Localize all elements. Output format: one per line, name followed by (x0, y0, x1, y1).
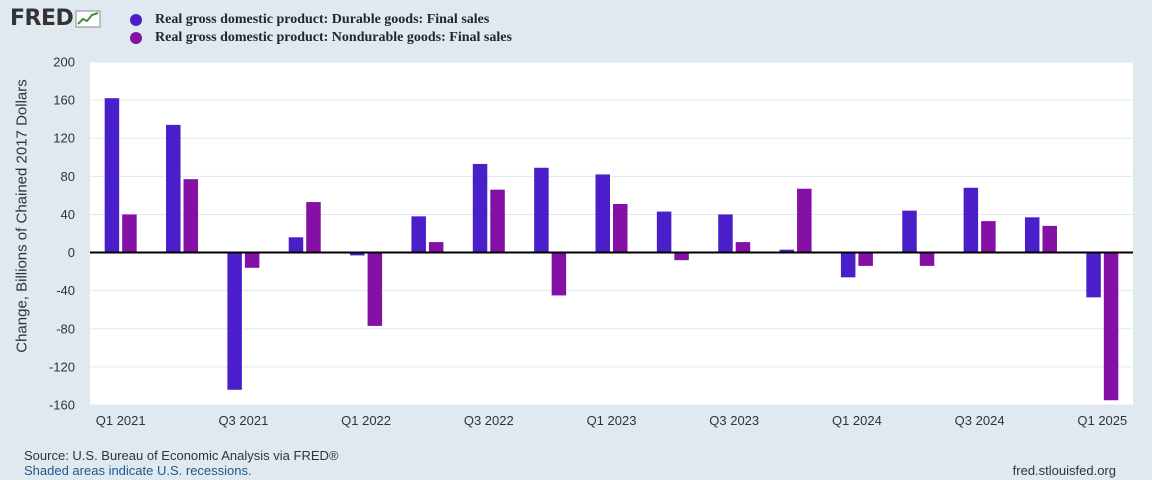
bar-nondurable[interactable] (735, 242, 751, 253)
y-tick-label: 0 (68, 245, 75, 260)
y-tick-labels: 200 160 120 80 40 0 -40 -80 -120 -160 (49, 55, 75, 413)
x-tick-label: Q3 2023 (709, 413, 759, 428)
legend-marker-durable (130, 14, 142, 26)
y-tick-label: -120 (49, 359, 75, 374)
recession-note[interactable]: Shaded areas indicate U.S. recessions. (24, 463, 252, 478)
bar-nondurable[interactable] (1103, 252, 1119, 401)
x-tick-label: Q3 2024 (955, 413, 1005, 428)
bar-nondurable[interactable] (858, 252, 873, 266)
bar-durable[interactable] (1086, 252, 1101, 298)
legend-item-nondurable: Real gross domestic product: Nondurable … (130, 29, 512, 47)
bar-durable[interactable] (534, 167, 549, 253)
x-tick-labels: Q1 2021 Q3 2021 Q1 2022 Q3 2022 Q1 2023 Q3 20… (96, 413, 1128, 428)
bar-chart: 200 160 120 80 40 0 -40 -80 -120 -160 Q1 2021 Q3 2… (49, 55, 1133, 428)
bar-nondurable[interactable] (490, 189, 505, 253)
bar-durable[interactable] (779, 249, 795, 253)
bar-nondurable[interactable] (551, 252, 567, 296)
bar-nondurable[interactable] (613, 203, 628, 253)
bar-durable[interactable] (963, 187, 979, 253)
bar-nondurable[interactable] (981, 221, 996, 253)
bar-nondurable[interactable] (428, 242, 444, 253)
y-tick-label: -80 (56, 321, 75, 336)
chart-legend: Real gross domestic product: Durable goo… (130, 11, 512, 47)
y-tick-label: 160 (53, 93, 75, 108)
y-tick-label: 120 (53, 131, 75, 146)
bar-nondurable[interactable] (797, 188, 812, 253)
x-tick-label: Q1 2022 (341, 413, 391, 428)
legend-label-durable: Real gross domestic product: Durable goo… (155, 12, 490, 27)
fred-logo[interactable]: FRED (10, 6, 101, 31)
fred-logo-text: FRED (10, 6, 74, 31)
bar-nondurable[interactable] (674, 252, 689, 261)
bar-durable[interactable] (718, 214, 733, 253)
bar-nondurable[interactable] (367, 252, 383, 326)
legend-label-nondurable: Real gross domestic product: Nondurable … (155, 30, 512, 45)
bar-durable[interactable] (595, 174, 611, 253)
bar-durable[interactable] (472, 163, 488, 253)
plot-area (90, 62, 1133, 405)
y-tick-label: -40 (56, 283, 75, 298)
bar-durable[interactable] (166, 124, 181, 253)
bar-nondurable[interactable] (919, 252, 935, 266)
bar-nondurable[interactable] (244, 252, 260, 268)
bar-durable[interactable] (104, 98, 120, 253)
bar-durable[interactable] (840, 252, 856, 278)
bar-nondurable[interactable] (1042, 225, 1057, 253)
legend-marker-nondurable (130, 32, 142, 44)
bar-durable[interactable] (350, 252, 365, 256)
fred-url[interactable]: fred.stlouisfed.org (1012, 463, 1116, 478)
bar-durable[interactable] (1024, 217, 1040, 253)
bar-nondurable[interactable] (183, 179, 199, 253)
source-text: Source: U.S. Bureau of Economic Analysis… (24, 448, 339, 463)
y-tick-label: 40 (61, 207, 75, 222)
x-tick-label: Q1 2021 (96, 413, 146, 428)
chart-line-icon (75, 10, 101, 27)
y-tick-label: 80 (61, 169, 75, 184)
x-tick-label: Q1 2025 (1077, 413, 1127, 428)
x-tick-label: Q1 2024 (832, 413, 882, 428)
x-tick-label: Q3 2021 (218, 413, 268, 428)
bar-durable[interactable] (288, 237, 304, 253)
x-tick-label: Q1 2023 (587, 413, 637, 428)
y-tick-label: 200 (53, 55, 75, 70)
x-tick-label: Q3 2022 (464, 413, 514, 428)
legend-item-durable: Real gross domestic product: Durable goo… (130, 11, 512, 29)
bar-durable[interactable] (227, 252, 242, 390)
bars-group (104, 98, 1119, 401)
bar-durable[interactable] (411, 216, 426, 253)
bar-nondurable[interactable] (122, 214, 137, 253)
bar-durable[interactable] (902, 210, 917, 253)
bar-nondurable[interactable] (306, 202, 321, 253)
y-tick-label: -160 (49, 398, 75, 413)
bar-durable[interactable] (656, 211, 672, 253)
